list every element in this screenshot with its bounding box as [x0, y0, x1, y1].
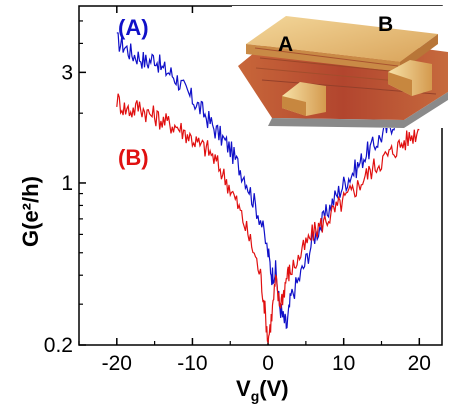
inset-label-a: A: [278, 33, 293, 56]
y-tick-label: 3: [61, 61, 73, 84]
y-axis-label: G(e²/h): [18, 176, 43, 247]
inset-image: A B: [232, 6, 451, 128]
x-axis-label-sub: g: [251, 388, 260, 404]
series-layer: [116, 32, 420, 344]
series-label-a: (A): [118, 15, 149, 40]
y-axis-label-unit: (e²/h): [18, 176, 43, 230]
x-tick-label: -20: [102, 352, 132, 375]
x-axis-label-main: V: [236, 376, 251, 401]
series-line-b: [116, 93, 420, 344]
x-tick-label: 20: [408, 352, 431, 375]
x-axis-label-unit: (V): [259, 376, 288, 401]
x-tick-label: -10: [177, 352, 207, 375]
series-label-b: (B): [118, 145, 149, 170]
x-tick-label: 10: [332, 352, 355, 375]
inset-label-b: B: [378, 13, 393, 36]
x-axis-label: Vg(V): [236, 376, 289, 404]
y-tick-label: 0.2: [44, 334, 73, 357]
y-axis-label-main: G: [18, 230, 43, 247]
series-line-a: [116, 32, 405, 330]
x-tick-label: 0: [262, 352, 274, 375]
inset-ridge: [246, 16, 438, 62]
y-tick-label: 1: [61, 172, 73, 195]
